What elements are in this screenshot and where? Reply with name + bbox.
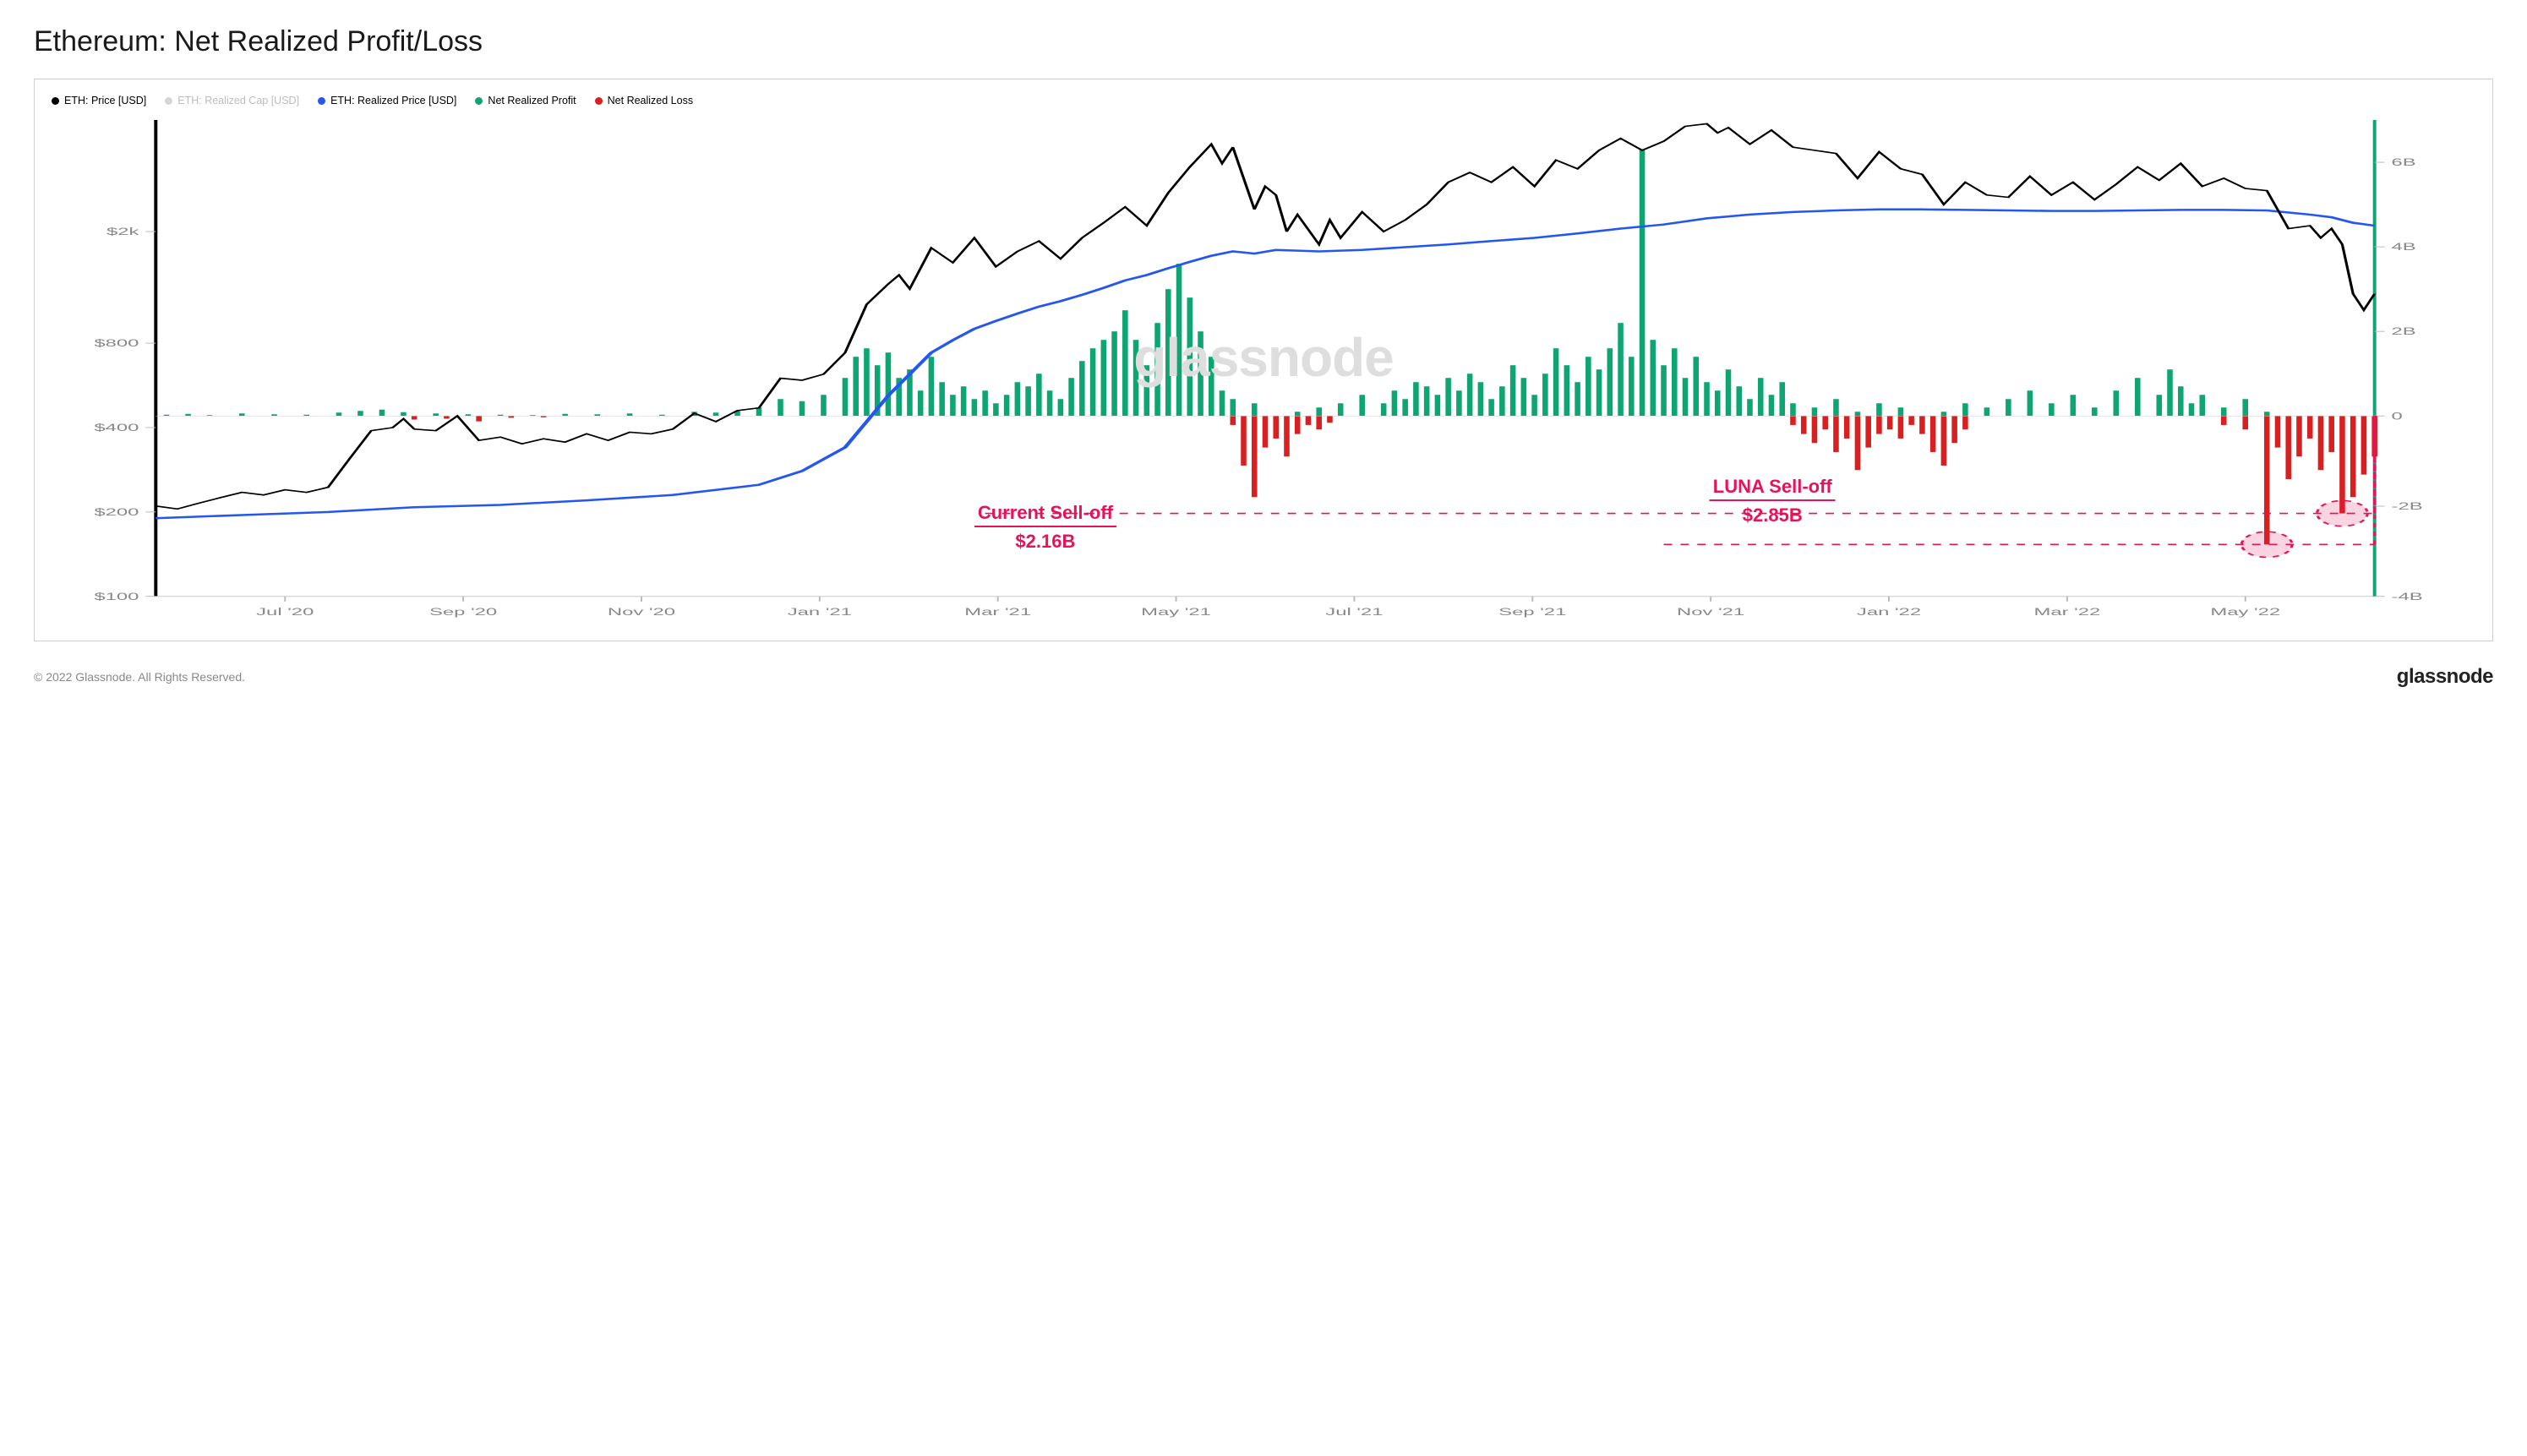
svg-text:-4B: -4B <box>2392 592 2423 603</box>
legend-label: Net Realized Loss <box>608 95 693 106</box>
svg-text:Nov '20: Nov '20 <box>608 607 675 618</box>
chart-svg: $100 $200 $400 $800 $2k -4B -2B 0 2B 4B 6B Jul '20 S… <box>52 115 2475 630</box>
svg-text:-2B: -2B <box>2392 501 2423 512</box>
svg-text:$2k: $2k <box>106 226 139 237</box>
legend-item[interactable]: ETH: Realized Cap [USD] <box>165 95 299 106</box>
footer: © 2022 Glassnode. All Rights Reserved. g… <box>34 665 2493 689</box>
svg-text:Jul '21: Jul '21 <box>1325 607 1383 618</box>
legend-label: ETH: Price [USD] <box>64 95 146 106</box>
chart-frame: ETH: Price [USD] ETH: Realized Cap [USD] E… <box>34 79 2493 641</box>
svg-text:Jan '21: Jan '21 <box>788 607 852 618</box>
legend-item[interactable]: Net Realized Loss <box>595 95 693 106</box>
copyright: © 2022 Glassnode. All Rights Reserved. <box>34 670 245 684</box>
svg-text:0: 0 <box>2392 411 2403 422</box>
svg-text:4B: 4B <box>2392 242 2416 253</box>
legend-label: ETH: Realized Price [USD] <box>330 95 456 106</box>
svg-text:$400: $400 <box>94 423 139 434</box>
svg-text:Mar '22: Mar '22 <box>2033 607 2100 618</box>
legend-dot <box>165 97 172 105</box>
svg-text:Jul '20: Jul '20 <box>256 607 314 618</box>
chart-area: glassnode $100$200$400$800$2k-4B-2B02B4B… <box>52 115 2475 630</box>
svg-text:2B: 2B <box>2392 326 2416 337</box>
legend: ETH: Price [USD] ETH: Realized Cap [USD] E… <box>52 95 2475 106</box>
legend-item[interactable]: ETH: Realized Price [USD] <box>318 95 456 106</box>
svg-text:6B: 6B <box>2392 157 2416 168</box>
legend-dot <box>52 97 59 105</box>
svg-text:Nov '21: Nov '21 <box>1677 607 1744 618</box>
legend-dot <box>595 97 603 105</box>
chart-title: Ethereum: Net Realized Profit/Loss <box>34 25 2493 58</box>
svg-text:$100: $100 <box>94 592 139 603</box>
legend-label: Net Realized Profit <box>488 95 576 106</box>
svg-text:May '22: May '22 <box>2210 607 2280 618</box>
brand-logo: glassnode <box>2397 665 2493 689</box>
svg-text:May '21: May '21 <box>1141 607 1211 618</box>
legend-dot <box>318 97 325 105</box>
svg-text:$200: $200 <box>94 507 139 518</box>
svg-text:$800: $800 <box>94 338 139 349</box>
legend-item[interactable]: ETH: Price [USD] <box>52 95 146 106</box>
legend-dot <box>475 97 483 105</box>
svg-text:Sep '20: Sep '20 <box>429 607 497 618</box>
legend-item[interactable]: Net Realized Profit <box>475 95 576 106</box>
svg-text:Sep '21: Sep '21 <box>1498 607 1566 618</box>
legend-label: ETH: Realized Cap [USD] <box>177 95 299 106</box>
svg-text:Mar '21: Mar '21 <box>964 607 1031 618</box>
svg-text:Jan '22: Jan '22 <box>1857 607 1921 618</box>
